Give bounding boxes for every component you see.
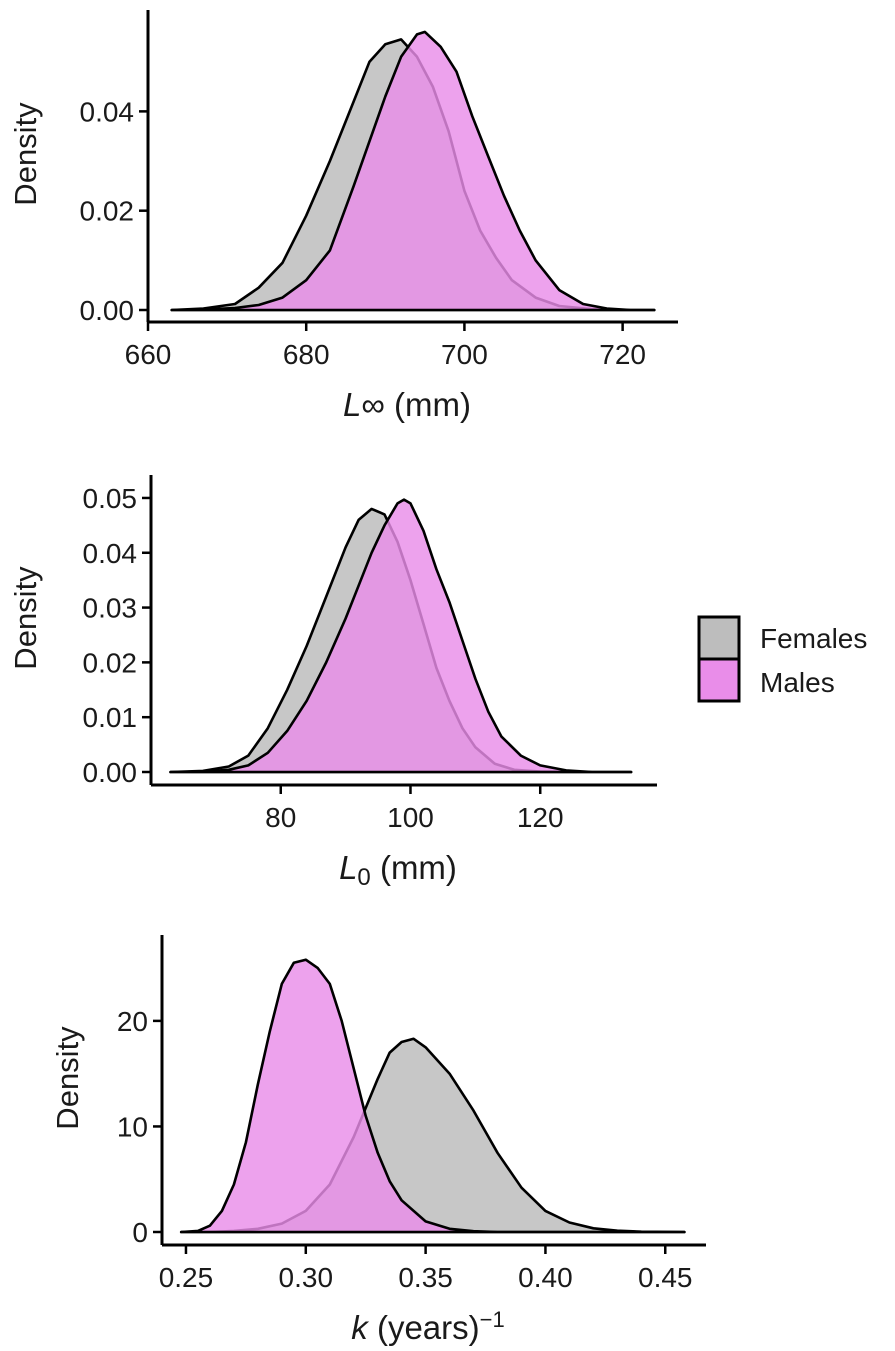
x-axis-label: k (years)−1 bbox=[351, 1307, 504, 1346]
legend-key-males bbox=[697, 657, 741, 703]
legend-label-females: Females bbox=[760, 623, 867, 654]
panels: 660 680 700 720 0.00 0.02 0.04 Density L∞ (mm) 80… bbox=[8, 10, 706, 1346]
y-axis-label: Density bbox=[50, 1026, 85, 1130]
panel-1: 660 680 700 720 0.00 0.02 0.04 Density L∞ (mm) bbox=[8, 10, 678, 423]
y-axis-label: Density bbox=[8, 566, 43, 670]
x-tick-label: 700 bbox=[441, 339, 488, 370]
density-area-males bbox=[179, 958, 686, 1234]
y-axis-label: Density bbox=[8, 102, 43, 206]
y-tick-label: 0.04 bbox=[83, 538, 138, 569]
x-tick-label: 80 bbox=[265, 802, 296, 833]
x-axis-label: L0 (mm) bbox=[339, 849, 457, 891]
x-tick-label: 0.25 bbox=[159, 1262, 214, 1293]
y-tick-label: 0.02 bbox=[80, 196, 135, 227]
x-tick-label: 120 bbox=[517, 802, 564, 833]
legend-label-males: Males bbox=[760, 667, 835, 698]
legend-key-females bbox=[697, 615, 741, 661]
x-tick-label: 720 bbox=[599, 339, 646, 370]
y-tick-label: 0.00 bbox=[80, 295, 135, 326]
x-axis-label: L∞ (mm) bbox=[343, 386, 471, 423]
y-tick-label: 0.03 bbox=[83, 593, 138, 624]
y-tick-label: 0.05 bbox=[83, 483, 138, 514]
x-tick-label: 100 bbox=[387, 802, 434, 833]
x-tick-label: 0.30 bbox=[279, 1262, 334, 1293]
x-tick-label: 680 bbox=[283, 339, 330, 370]
legend: Females Males bbox=[697, 615, 867, 703]
x-tick-label: 660 bbox=[125, 339, 172, 370]
x-tick-label: 0.45 bbox=[638, 1262, 693, 1293]
y-tick-label: 10 bbox=[117, 1111, 148, 1142]
panel-3: 0.25 0.30 0.35 0.40 0.45 0 10 20 Density k (years… bbox=[50, 935, 706, 1346]
y-tick-label: 0 bbox=[132, 1217, 148, 1248]
y-tick-label: 0.02 bbox=[83, 647, 138, 678]
y-tick-label: 0.04 bbox=[80, 96, 135, 127]
y-tick-label: 0.00 bbox=[83, 757, 138, 788]
y-tick-label: 20 bbox=[117, 1006, 148, 1037]
density-area-males bbox=[170, 30, 656, 312]
y-tick-label: 0.01 bbox=[83, 702, 138, 733]
x-tick-label: 0.40 bbox=[518, 1262, 573, 1293]
panel-2: 80 100 120 0.00 0.01 0.02 0.03 0.04 0.05 Density L… bbox=[8, 475, 657, 891]
x-tick-label: 0.35 bbox=[398, 1262, 453, 1293]
density-area-males bbox=[169, 498, 633, 774]
